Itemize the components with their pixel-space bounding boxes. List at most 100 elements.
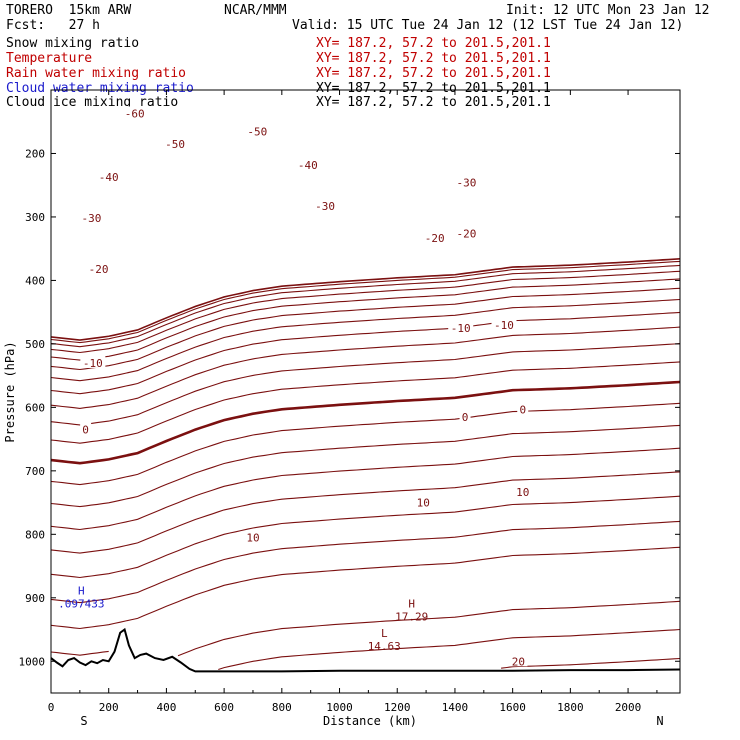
contour-label-bg (414, 495, 433, 508)
contour-label-bg (96, 169, 122, 182)
isotherm-contour (50, 424, 681, 508)
isotherm-contour (50, 546, 681, 630)
model-title: TORERO 15km ARW (6, 3, 132, 18)
extremum-type-label: H (78, 585, 85, 598)
x-tick-label: 1800 (557, 701, 584, 714)
contour-label-bg (459, 409, 471, 422)
contour-label-bg (422, 230, 448, 243)
contour-label-bg (162, 136, 188, 149)
contour-label: -30 (315, 200, 335, 213)
end-label-north: N (656, 714, 663, 728)
extremum-type-label: L (381, 627, 388, 640)
field-xy-cloud-ice: XY= 187.2, 57.2 to 201.5,201.1 (316, 95, 551, 110)
contour-label-bg (78, 211, 104, 224)
x-tick-label: 1200 (384, 701, 411, 714)
terrain-layer (50, 627, 681, 673)
contour-label: -40 (298, 159, 318, 172)
y-tick-label: 800 (25, 528, 45, 541)
contour-label: -50 (165, 138, 185, 151)
contour-label: -20 (89, 263, 109, 276)
isotherm-contour (50, 278, 681, 361)
contour-label: 0 (82, 424, 89, 437)
isotherm-contour (218, 628, 681, 671)
contour-label-bg (243, 530, 262, 543)
contour-label-bg (244, 124, 270, 137)
y-axis-label: Pressure (hPa) (3, 341, 17, 442)
freezing-level-contour (50, 380, 681, 465)
field-name-temperature: Temperature (6, 51, 93, 66)
axes: 0 200 400 600 800 1000 1200 1400 1600 1800 2000200… (19, 90, 680, 714)
contour-label: 0 (462, 411, 469, 424)
y-tick-label: 300 (25, 211, 45, 224)
y-tick-label: 500 (25, 338, 45, 351)
contour-label-bg (312, 199, 338, 212)
isotherm-contour (50, 361, 681, 444)
extremum-value-label: 17.29 (395, 610, 428, 623)
terrain-line (50, 627, 681, 673)
center-title: NCAR/MMM (224, 3, 287, 18)
isotherm-contour (50, 260, 681, 344)
field-name-snow: Snow mixing ratio (6, 36, 140, 51)
isotherm-contour (50, 495, 681, 579)
contour-label: -30 (81, 212, 101, 225)
contour-label: -10 (494, 319, 514, 332)
contour-label: -40 (99, 171, 119, 184)
contour-label-bg (80, 355, 106, 368)
contour-label-bg (86, 261, 112, 274)
contour-label-bg (491, 317, 517, 330)
y-tick-label: 1000 (19, 655, 46, 668)
isotherm-contour (50, 402, 681, 486)
isotherm-contour (50, 520, 681, 604)
y-tick-label: 400 (25, 274, 45, 287)
y-tick-label: 200 (25, 147, 45, 160)
isotherm-contour (50, 311, 681, 395)
contour-label-bg (448, 321, 474, 334)
isotherm-contour (177, 600, 681, 657)
extremum-value-label: .097433 (58, 598, 104, 611)
x-tick-label: 1400 (442, 701, 469, 714)
contour-label-bg (122, 106, 148, 119)
isotherm-contour (50, 264, 681, 348)
isotherm-contour (50, 298, 681, 382)
contour-label: 10 (246, 531, 259, 544)
extremum-type-label: H (408, 597, 415, 610)
valid-time: Valid: 15 UTC Tue 24 Jan 12 (12 LST Tue … (292, 18, 684, 33)
x-tick-label: 0 (48, 701, 55, 714)
isotherm-contour (50, 287, 681, 371)
plot-frame (50, 89, 681, 694)
x-tick-label: 600 (214, 701, 234, 714)
contour-label: 0 (519, 403, 526, 416)
contour-label-bg (295, 157, 321, 170)
contour-label-bg (509, 654, 528, 667)
contour-labels: -60 -50 -50 -40 -40 -30 -30 -30 -20 -20 -20 -10 -10 -… (58, 106, 532, 668)
forecast-hour: Fcst: 27 h (6, 18, 100, 33)
y-tick-label: 700 (25, 465, 45, 478)
x-tick-label: 2000 (615, 701, 642, 714)
isotherm-contour (50, 258, 681, 341)
field-name-rain: Rain water mixing ratio (6, 66, 187, 81)
isotherm-contour (50, 447, 681, 531)
x-tick-label: 200 (99, 701, 119, 714)
x-tick-label: 800 (272, 701, 292, 714)
init-time: Init: 12 UTC Mon 23 Jan 12 (506, 3, 710, 18)
x-tick-label: 1600 (499, 701, 526, 714)
isotherm-contour (50, 343, 681, 426)
x-tick-label: 1000 (326, 701, 353, 714)
field-name-cloud-ice: Cloud ice mixing ratio (6, 95, 179, 110)
contour-label: -60 (125, 107, 145, 120)
contour-label: 10 (417, 497, 430, 510)
isotherm-contour (50, 270, 681, 354)
isotherm-contour (50, 326, 681, 409)
field-xy-snow: XY= 187.2, 57.2 to 201.5,201.1 (316, 36, 551, 51)
contour-label-bg (80, 422, 92, 435)
contour-label: -30 (457, 177, 477, 190)
field-name-cloud-water: Cloud water mixing ratio (6, 81, 194, 96)
field-xy-temperature: XY= 187.2, 57.2 to 201.5,201.1 (316, 51, 551, 66)
isotherm-contours (50, 258, 681, 671)
isotherm-contour (501, 657, 681, 669)
contour-label: -20 (457, 227, 477, 240)
y-tick-label: 600 (25, 401, 45, 414)
contour-label: -20 (425, 232, 445, 245)
contour-label: -10 (83, 357, 103, 370)
